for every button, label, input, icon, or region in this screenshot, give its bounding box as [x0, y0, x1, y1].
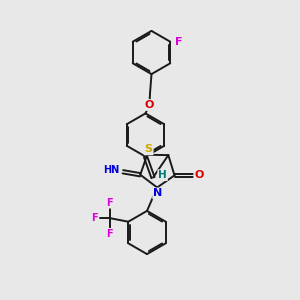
Text: H: H: [158, 170, 167, 180]
Text: S: S: [145, 144, 153, 154]
Text: O: O: [145, 100, 154, 110]
Text: F: F: [175, 37, 182, 47]
Text: F: F: [91, 213, 98, 223]
Text: F: F: [106, 197, 113, 208]
Text: F: F: [106, 229, 113, 239]
Text: N: N: [153, 188, 162, 199]
Text: O: O: [194, 170, 204, 180]
Text: HN: HN: [103, 165, 120, 175]
